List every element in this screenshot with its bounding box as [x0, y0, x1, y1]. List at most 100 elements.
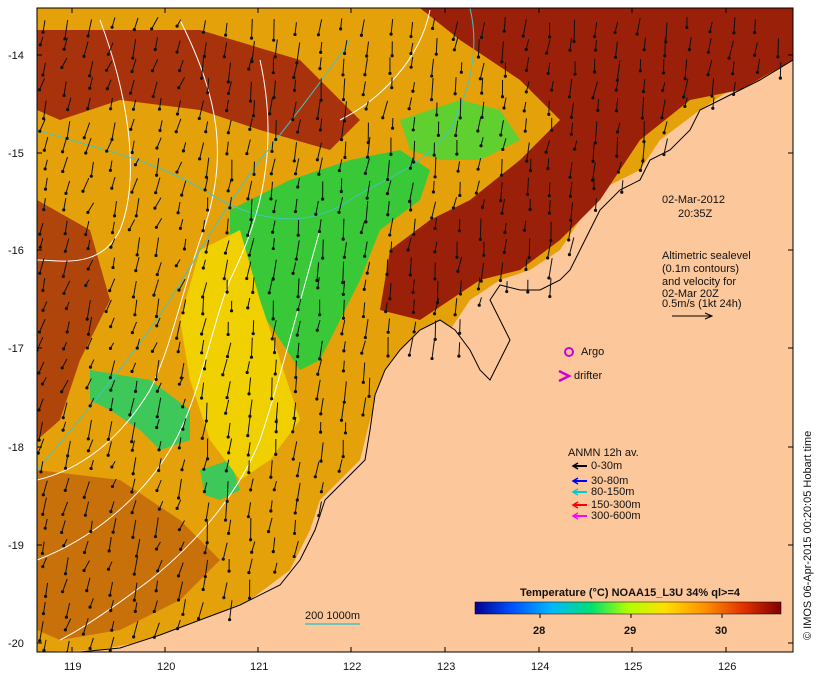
velocity-arrow-head	[176, 574, 181, 578]
velocity-arrow-head	[526, 290, 530, 294]
velocity-arrow-head	[153, 206, 157, 210]
x-tick-label: 121	[250, 661, 268, 673]
velocity-arrow-head	[389, 152, 393, 156]
velocity-arrow-head	[615, 154, 619, 158]
velocity-arrow	[642, 141, 646, 162]
velocity-arrow	[65, 457, 68, 469]
velocity-arrow-head	[661, 71, 666, 75]
velocity-arrow-head	[411, 310, 416, 314]
velocity-arrow-head	[458, 193, 462, 198]
velocity-arrow-head	[205, 208, 210, 212]
velocity-arrow-head	[246, 197, 250, 201]
velocity-arrow-head	[37, 408, 41, 412]
anmn-legend-title: ANMN 12h av.	[568, 447, 639, 459]
velocity-arrow	[37, 438, 45, 454]
velocity-arrow-head	[155, 425, 159, 430]
velocity-arrow	[526, 177, 530, 195]
velocity-arrow	[366, 180, 371, 199]
velocity-arrow	[390, 18, 394, 35]
velocity-arrow	[247, 218, 253, 236]
velocity-arrow-head	[130, 150, 134, 155]
velocity-arrow-head	[474, 191, 478, 195]
velocity-arrow	[132, 99, 137, 110]
velocity-arrow-head	[108, 346, 113, 350]
sealevel-note-line: 02-Mar 20Z	[662, 288, 719, 300]
velocity-arrow-head	[196, 617, 201, 621]
velocity-arrow-head	[108, 593, 112, 597]
velocity-arrow	[252, 277, 255, 293]
isobath-1000m	[37, 39, 351, 471]
velocity-arrow-head	[480, 115, 484, 119]
velocity-arrow	[315, 200, 319, 215]
velocity-arrow	[156, 298, 160, 317]
velocity-arrow-head	[226, 435, 230, 439]
scale-arrow-head	[704, 312, 714, 320]
velocity-arrow-head	[573, 147, 577, 151]
velocity-arrow-head	[246, 453, 250, 457]
velocity-arrow	[38, 361, 45, 374]
velocity-arrow-head	[319, 412, 323, 416]
velocity-arrow-head	[386, 213, 390, 217]
velocity-arrow-head	[731, 92, 736, 97]
velocity-arrow-head	[731, 72, 735, 76]
velocity-arrow	[44, 177, 48, 190]
velocity-arrow-head	[110, 25, 114, 29]
velocity-arrow-head	[430, 26, 435, 31]
velocity-arrow	[525, 39, 530, 50]
cool-water-north	[400, 100, 520, 160]
velocity-arrow-head	[272, 95, 276, 100]
velocity-arrow	[568, 237, 575, 255]
velocity-arrow-head	[521, 34, 525, 38]
velocity-arrow-head	[337, 469, 341, 473]
velocity-arrow-head	[155, 146, 159, 150]
velocity-arrow-head	[81, 189, 85, 193]
warm-water-northeast	[380, 8, 793, 320]
velocity-arrow-head	[204, 130, 208, 134]
velocity-arrow-head	[315, 397, 319, 401]
velocity-arrow-head	[62, 93, 66, 98]
velocity-arrow	[338, 459, 343, 472]
velocity-arrow-head	[453, 313, 457, 317]
velocity-arrow-head	[660, 116, 664, 120]
velocity-arrow-head	[178, 547, 183, 551]
velocity-arrow	[111, 122, 116, 140]
velocity-arrow-head	[591, 96, 595, 100]
velocity-arrow	[181, 180, 187, 196]
velocity-arrow-head	[175, 336, 179, 340]
velocity-arrow-head	[458, 116, 462, 120]
velocity-arrow-head	[431, 190, 436, 194]
velocity-arrow	[454, 77, 457, 94]
velocity-arrow	[639, 158, 645, 171]
velocity-arrow	[570, 202, 574, 221]
velocity-arrow	[389, 282, 392, 299]
velocity-arrow-head	[272, 488, 276, 492]
velocity-arrow-head	[569, 132, 573, 136]
velocity-arrow-head	[662, 152, 666, 157]
velocity-arrow-head	[341, 316, 346, 320]
velocity-arrow-head	[130, 69, 134, 74]
velocity-arrow-head	[593, 48, 598, 52]
velocity-arrow	[621, 180, 624, 193]
velocity-arrow	[152, 81, 158, 97]
velocity-arrow	[548, 182, 551, 196]
velocity-arrow-head	[546, 167, 550, 171]
velocity-arrow-head	[150, 27, 154, 31]
velocity-arrow	[342, 299, 345, 319]
velocity-arrow-head	[292, 159, 296, 163]
velocity-arrow-head	[200, 351, 204, 355]
velocity-arrow-head	[225, 290, 229, 294]
velocity-arrow	[592, 162, 596, 181]
velocity-arrow	[203, 458, 208, 470]
velocity-arrow	[480, 22, 486, 38]
velocity-arrow-head	[109, 608, 113, 613]
velocity-arrow-head	[154, 377, 158, 382]
velocity-arrow-head	[365, 196, 369, 200]
velocity-arrow-head	[158, 128, 162, 133]
anmn-legend-label: 150-300m	[591, 499, 641, 511]
velocity-arrow	[526, 142, 530, 162]
velocity-arrow	[410, 56, 414, 68]
velocity-arrow	[389, 217, 394, 236]
velocity-arrow-head	[343, 155, 347, 160]
velocity-arrow-head	[246, 434, 250, 438]
velocity-arrow-head	[226, 189, 230, 193]
